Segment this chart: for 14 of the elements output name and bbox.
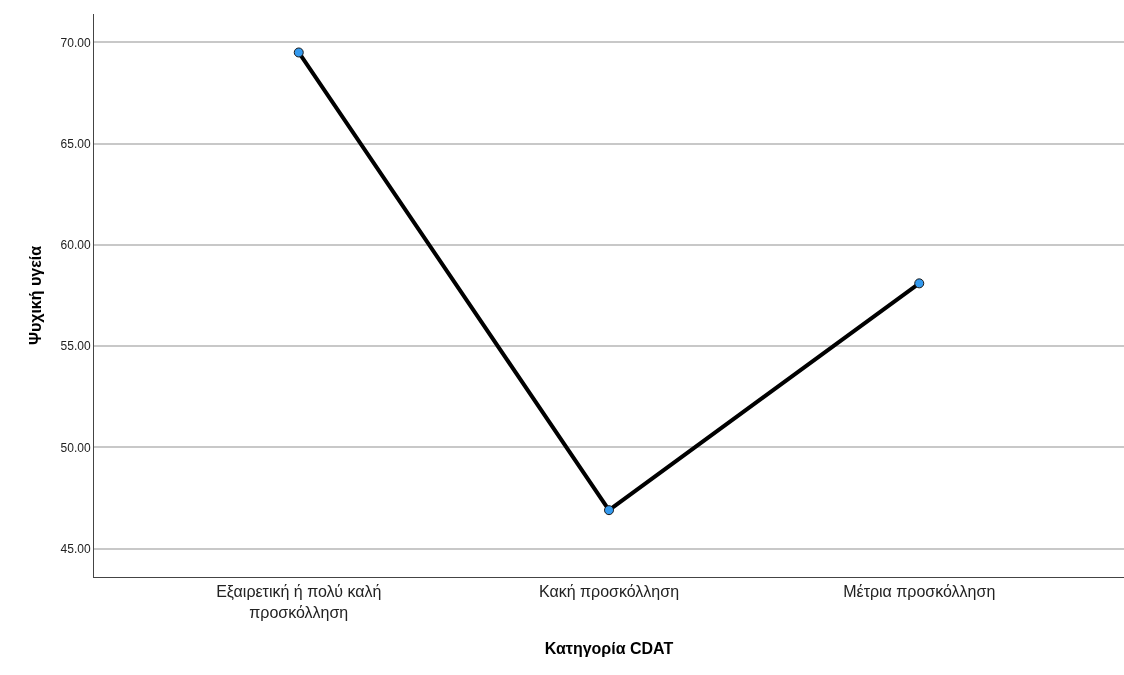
point xyxy=(293,47,304,58)
x-tick-label: Εξαιρετική ή πολύ καλή προσκόλληση xyxy=(216,583,382,621)
point xyxy=(604,505,614,516)
x-tick-label: Κακή προσκόλληση xyxy=(538,583,680,601)
x-tick-label: Μέτρια προσκόλληση xyxy=(843,583,996,601)
y-tick-label: 60.00 xyxy=(60,238,91,253)
y-tick-label: 65.00 xyxy=(60,136,91,151)
y-axis-title: Ψυχική υγεία xyxy=(27,245,45,346)
x-axis-title: Κατηγορία CDAT xyxy=(544,639,674,657)
point xyxy=(914,278,925,289)
y-tick-label: 45.00 xyxy=(60,541,91,556)
y-tick-label: 55.00 xyxy=(60,339,91,354)
y-tick-label: 50.00 xyxy=(60,440,91,455)
y-tick-label: 70.00 xyxy=(60,35,91,50)
